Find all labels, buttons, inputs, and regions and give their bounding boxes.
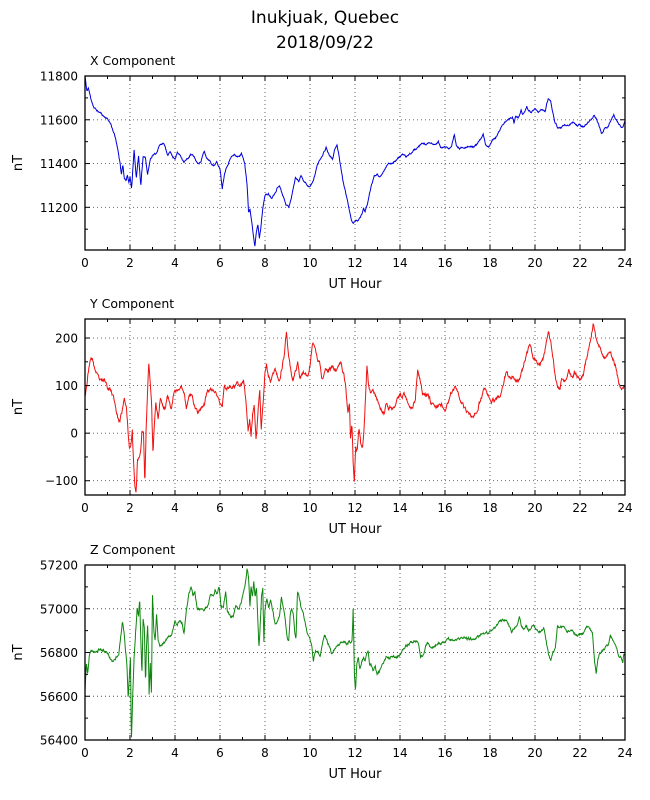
x-tick-label: 2 xyxy=(126,501,134,515)
y-tick-label: 11200 xyxy=(40,201,78,215)
x-tick-label: 0 xyxy=(81,746,89,760)
y-tick-label: 11400 xyxy=(40,157,78,171)
x-tick-label: 4 xyxy=(171,746,179,760)
axes-frame xyxy=(84,75,626,251)
x-tick-label: 2 xyxy=(126,746,134,760)
x-axis-label: UT Hour xyxy=(329,522,383,537)
y-axis-label: nT xyxy=(11,644,26,660)
y-tick-label: 200 xyxy=(55,332,78,346)
x-tick-label: 6 xyxy=(216,746,224,760)
x-tick-label: 4 xyxy=(171,501,179,515)
x-tick-label: 10 xyxy=(302,501,317,515)
y-tick-label: 57200 xyxy=(40,559,78,573)
x-tick-label: 16 xyxy=(437,256,452,270)
x-tick-label: 16 xyxy=(437,501,452,515)
x-tick-label: 10 xyxy=(302,256,317,270)
x-tick-label: 14 xyxy=(392,256,407,270)
x-component-title: X Component xyxy=(90,53,175,68)
x-component-plot: 0 2 4 6 8 10 12 14 16 18 20 22 241120011400116001180… xyxy=(11,53,633,292)
figure-suptitle: Inukjuak, Quebec 2018/09/22 xyxy=(0,6,650,56)
y-tick-label: 56600 xyxy=(40,690,78,704)
x-tick-label: 8 xyxy=(261,256,269,270)
x-axis-label: UT Hour xyxy=(329,277,383,292)
x-tick-label: 22 xyxy=(572,746,587,760)
x-tick-label: 8 xyxy=(261,501,269,515)
z-component-plot: 0 2 4 6 8 10 12 14 16 18 20 22 245640056600568005700… xyxy=(11,542,633,782)
y-tick-label: −100 xyxy=(45,474,78,488)
x-tick-label: 10 xyxy=(302,746,317,760)
z-component-trace xyxy=(85,568,625,738)
y-tick-label: 0 xyxy=(70,427,78,441)
y-component-title: Y Component xyxy=(89,296,174,311)
x-tick-label: 20 xyxy=(527,746,542,760)
x-tick-label: 22 xyxy=(572,256,587,270)
y-axis-label: nT xyxy=(11,399,26,415)
x-tick-label: 16 xyxy=(437,746,452,760)
x-tick-label: 6 xyxy=(216,501,224,515)
y-tick-label: 11800 xyxy=(40,70,78,84)
x-axis-label: UT Hour xyxy=(329,767,383,782)
x-tick-label: 14 xyxy=(392,746,407,760)
x-tick-label: 20 xyxy=(527,501,542,515)
x-tick-label: 0 xyxy=(81,256,89,270)
x-tick-label: 12 xyxy=(347,746,362,760)
x-tick-label: 18 xyxy=(482,501,497,515)
x-tick-label: 18 xyxy=(482,256,497,270)
x-tick-label: 18 xyxy=(482,746,497,760)
y-tick-label: 56400 xyxy=(40,734,78,748)
date-subtitle: 2018/09/22 xyxy=(276,33,374,53)
x-tick-label: 24 xyxy=(617,256,632,270)
y-tick-label: 56800 xyxy=(40,646,78,660)
x-tick-label: 0 xyxy=(81,501,89,515)
x-tick-label: 8 xyxy=(261,746,269,760)
x-component-trace xyxy=(85,76,625,247)
y-axis-label: nT xyxy=(11,155,26,171)
x-tick-label: 12 xyxy=(347,501,362,515)
x-tick-label: 22 xyxy=(572,501,587,515)
x-tick-label: 2 xyxy=(126,256,134,270)
x-tick-label: 6 xyxy=(216,256,224,270)
y-tick-label: 57000 xyxy=(40,602,78,616)
x-tick-label: 4 xyxy=(171,256,179,270)
y-tick-label: 11600 xyxy=(40,113,78,127)
y-tick-label: 100 xyxy=(55,379,78,393)
y-component-trace xyxy=(85,323,625,493)
x-tick-label: 20 xyxy=(527,256,542,270)
x-tick-label: 14 xyxy=(392,501,407,515)
x-tick-label: 24 xyxy=(617,501,632,515)
z-component-title: Z Component xyxy=(90,542,175,557)
x-tick-label: 12 xyxy=(347,256,362,270)
station-title: Inukjuak, Quebec xyxy=(250,8,400,28)
x-tick-label: 24 xyxy=(617,746,632,760)
